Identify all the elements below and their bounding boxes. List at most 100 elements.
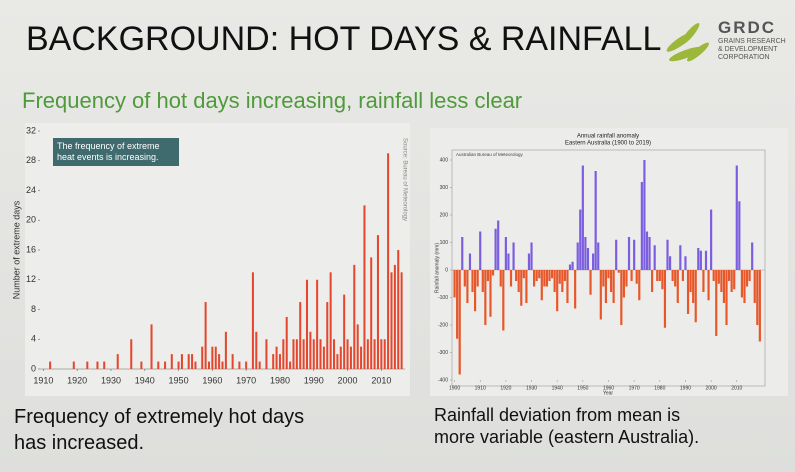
bar <box>671 270 674 281</box>
bar <box>653 245 656 270</box>
bar <box>180 354 183 369</box>
bar <box>735 165 738 270</box>
bar <box>666 239 669 270</box>
bar <box>282 339 285 369</box>
bar <box>589 270 592 295</box>
bar <box>214 346 217 369</box>
x-tick-label: 2010 <box>731 385 742 391</box>
bar <box>312 339 315 369</box>
bar <box>479 231 482 270</box>
bar <box>322 346 325 369</box>
bar <box>275 346 278 369</box>
bar <box>617 270 620 273</box>
y-tick-label: 32 <box>26 125 36 135</box>
bar <box>615 239 618 270</box>
bar <box>758 270 761 342</box>
bar <box>346 339 349 369</box>
bar <box>336 354 339 369</box>
bar <box>187 354 190 369</box>
bar <box>530 242 533 270</box>
x-tick-label: 1960 <box>603 385 614 391</box>
bar <box>170 354 173 369</box>
bar <box>645 231 649 270</box>
x-tick-label: 2010 <box>371 375 391 385</box>
bar <box>326 302 329 369</box>
bar <box>710 209 713 270</box>
bar <box>251 272 254 369</box>
bar <box>704 250 708 270</box>
bar <box>363 205 366 369</box>
bar <box>456 270 459 339</box>
bar <box>592 253 595 270</box>
y-tick-label: -200 <box>438 322 448 328</box>
bar <box>676 270 679 303</box>
bar <box>586 248 590 270</box>
bar <box>471 270 474 292</box>
bar <box>468 253 472 270</box>
bar <box>663 270 667 328</box>
bar <box>265 339 268 369</box>
bar <box>553 270 556 292</box>
bar <box>602 270 605 287</box>
annotation: The frequency of extreme heat events is … <box>53 138 179 166</box>
caption: Rainfall deviation from mean is more var… <box>434 404 699 448</box>
bar <box>191 354 194 369</box>
x-tick-label: 1930 <box>526 385 537 391</box>
bar <box>489 270 492 317</box>
bar <box>635 270 638 284</box>
bar <box>157 361 160 369</box>
bar <box>740 270 744 298</box>
bar <box>49 361 52 369</box>
bar <box>204 302 207 369</box>
bar <box>376 235 379 369</box>
bar <box>499 270 502 287</box>
bar <box>609 270 613 292</box>
bar <box>272 354 275 369</box>
bar <box>103 361 106 369</box>
bar <box>373 339 376 369</box>
x-tick-label: 1940 <box>552 385 563 391</box>
bar <box>694 270 697 323</box>
bar <box>520 270 523 306</box>
bar <box>668 256 672 270</box>
y-tick-label: 28 <box>26 155 36 165</box>
x-tick-label: 1910 <box>33 375 53 385</box>
bar <box>238 361 241 369</box>
bar <box>473 270 477 312</box>
plot-frame <box>451 149 766 387</box>
bar <box>177 361 180 369</box>
bar <box>725 270 728 325</box>
bar <box>722 270 726 303</box>
bar <box>548 270 551 281</box>
bar <box>231 354 234 369</box>
bar <box>515 270 518 281</box>
logo-name: GRDC <box>718 18 777 37</box>
caption-line: has increased. <box>14 432 145 454</box>
bar <box>607 270 610 279</box>
bar <box>522 270 525 279</box>
logo-line: GRAINS RESEARCH <box>718 38 786 45</box>
bar <box>497 220 500 270</box>
caption: Frequency of extremely hot days has incr… <box>14 404 304 456</box>
bar <box>643 160 646 270</box>
y-axis-label: Rainfall anomaly (mm) <box>434 243 440 293</box>
bar <box>305 279 309 369</box>
bar <box>512 242 515 270</box>
bar <box>255 331 258 369</box>
bar <box>627 237 631 270</box>
bar <box>720 270 723 292</box>
bar <box>751 242 754 270</box>
bar <box>640 182 643 270</box>
bar <box>400 272 403 369</box>
bar <box>633 239 636 270</box>
bar <box>390 272 393 369</box>
bar <box>96 361 99 369</box>
x-tick-label: 1930 <box>101 375 121 385</box>
bar <box>651 270 654 292</box>
x-tick-label: 1920 <box>67 375 87 385</box>
logo-text: GRAINS RESEARCH & DEVELOPMENT CORPORATIO… <box>718 38 786 62</box>
bar <box>353 264 356 369</box>
bar <box>211 346 214 369</box>
bar <box>545 270 549 287</box>
